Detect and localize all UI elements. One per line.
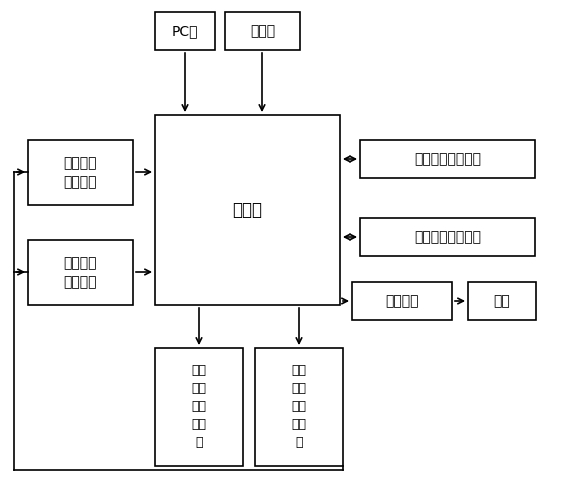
- Text: 第二电磁快门电路: 第二电磁快门电路: [414, 230, 481, 244]
- Bar: [360, 218, 535, 256]
- Text: 延时电路: 延时电路: [386, 294, 418, 308]
- Bar: [155, 115, 340, 305]
- Bar: [352, 282, 452, 320]
- Bar: [255, 348, 343, 466]
- Text: 第一信号
处理电路: 第一信号 处理电路: [64, 156, 97, 189]
- Bar: [155, 348, 243, 466]
- Bar: [468, 282, 536, 320]
- Bar: [28, 240, 133, 305]
- Text: 显示屏: 显示屏: [250, 24, 275, 38]
- Bar: [360, 140, 535, 178]
- Bar: [28, 140, 133, 205]
- Text: 处理器: 处理器: [232, 201, 262, 219]
- Text: 目标: 目标: [494, 294, 510, 308]
- Text: 第一电磁快门电路: 第一电磁快门电路: [414, 152, 481, 166]
- Bar: [225, 12, 300, 50]
- Text: 第一
摄影
仪转
镜电
路: 第一 摄影 仪转 镜电 路: [291, 364, 306, 450]
- Text: PC机: PC机: [172, 24, 198, 38]
- Text: 第二信号
处理电路: 第二信号 处理电路: [64, 256, 97, 289]
- Bar: [155, 12, 215, 50]
- Text: 第二
摄影
仪转
镜电
路: 第二 摄影 仪转 镜电 路: [191, 364, 206, 450]
